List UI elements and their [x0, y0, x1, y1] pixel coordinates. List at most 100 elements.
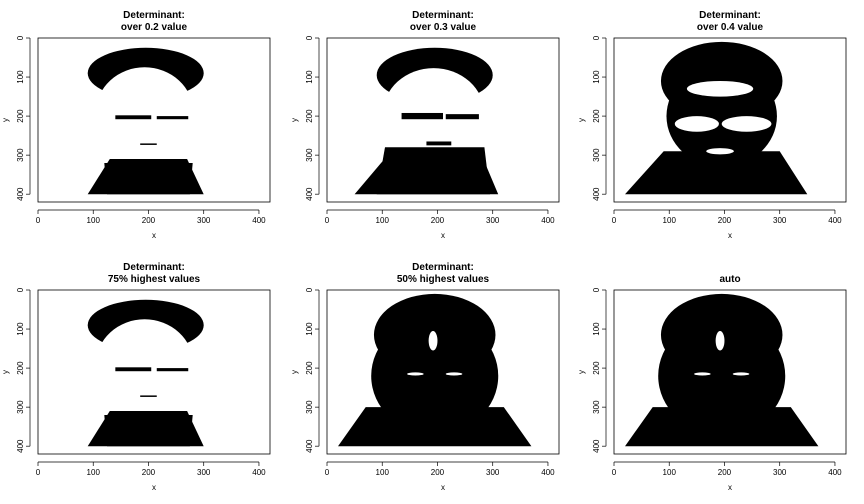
- y-tick-label: 400: [305, 439, 314, 453]
- plot-frame: [613, 289, 847, 455]
- image-light-patch: [715, 331, 725, 351]
- image-face: [354, 47, 499, 195]
- y-tick-label: 0: [305, 287, 314, 292]
- plot-frame: [326, 289, 560, 455]
- x-tick-label: 200: [142, 216, 156, 225]
- y-tick-label: 300: [305, 148, 314, 162]
- y-tick-label: 300: [16, 400, 25, 414]
- x-tick-label: 300: [486, 468, 500, 477]
- y-tick-label: 200: [16, 361, 25, 375]
- image-light-patch: [674, 116, 719, 132]
- y-tick-label: 200: [592, 109, 601, 123]
- y-tick-label: 300: [16, 148, 25, 162]
- panel-title-line: Determinant:: [123, 262, 185, 273]
- image-eyebrow: [156, 368, 189, 372]
- image-light-patch: [694, 372, 711, 376]
- panel-title-line: 50% highest values: [397, 274, 490, 285]
- image-face: [338, 293, 532, 447]
- image-mouth: [140, 143, 157, 145]
- panel-title-line: Determinant:: [412, 262, 474, 273]
- x-tick-label: 400: [252, 468, 266, 477]
- image-light-patch: [721, 116, 772, 132]
- x-axis-label: x: [728, 483, 732, 492]
- x-tick-label: 400: [828, 216, 842, 225]
- x-tick-label: 300: [486, 216, 500, 225]
- y-tick-label: 300: [305, 400, 314, 414]
- y-tick-label: 0: [592, 35, 601, 40]
- x-tick-label: 400: [541, 216, 555, 225]
- y-tick-label: 300: [592, 400, 601, 414]
- panel-title-line: Determinant:: [123, 10, 185, 21]
- x-axis-label: x: [152, 483, 156, 492]
- x-tick-label: 100: [87, 468, 101, 477]
- y-tick-label: 100: [592, 322, 601, 336]
- panel-title-line: Determinant:: [412, 10, 474, 21]
- x-tick-label: 200: [431, 468, 445, 477]
- y-axis-label: y: [577, 370, 586, 374]
- image-face-area: [371, 317, 499, 435]
- panel-title-line: over 0.2 value: [121, 22, 188, 33]
- y-tick-label: 400: [592, 439, 601, 453]
- x-axis-label: x: [441, 483, 445, 492]
- x-tick-label: 200: [431, 216, 445, 225]
- image-eyebrow: [445, 114, 479, 120]
- panel-title-line: Determinant:: [699, 10, 761, 21]
- panel-1: Determinant:over 0.2 value 0 100 200 300 400 x…: [1, 10, 271, 240]
- y-tick-label: 200: [305, 361, 314, 375]
- image-eyebrow: [156, 116, 189, 120]
- x-tick-label: 300: [197, 216, 211, 225]
- y-tick-label: 100: [16, 70, 25, 84]
- x-axis-label: x: [728, 231, 732, 240]
- x-tick-label: 0: [325, 216, 330, 225]
- x-axis-label: x: [441, 231, 445, 240]
- image-face-area: [96, 319, 194, 410]
- y-tick-label: 400: [592, 187, 601, 201]
- image-light-patch: [407, 372, 424, 376]
- image-face: [87, 299, 204, 447]
- image-face: [625, 293, 819, 447]
- panel-2: Determinant:over 0.3 value 0 100 200 300 400 x…: [290, 10, 560, 240]
- y-tick-label: 0: [16, 287, 25, 292]
- image-light-patch: [686, 80, 754, 97]
- image-face-area: [658, 317, 786, 435]
- panel-title-line: over 0.3 value: [410, 22, 477, 33]
- x-tick-label: 0: [36, 216, 41, 225]
- image-chin-shadow: [376, 147, 490, 195]
- x-tick-label: 400: [252, 216, 266, 225]
- y-tick-label: 200: [592, 361, 601, 375]
- x-tick-label: 100: [376, 216, 390, 225]
- image-torso: [625, 151, 808, 195]
- x-tick-label: 100: [663, 468, 677, 477]
- image-eyebrow: [115, 115, 152, 120]
- y-tick-label: 200: [16, 109, 25, 123]
- x-axis-label: x: [152, 231, 156, 240]
- plot-frame: [37, 289, 271, 455]
- y-tick-label: 0: [592, 287, 601, 292]
- y-tick-label: 100: [592, 70, 601, 84]
- x-tick-label: 300: [773, 216, 787, 225]
- image-light-patch: [445, 372, 463, 376]
- image-eyebrow: [115, 367, 152, 372]
- plot-frame: [326, 37, 560, 203]
- x-tick-label: 100: [663, 216, 677, 225]
- y-tick-label: 200: [305, 109, 314, 123]
- x-tick-label: 0: [36, 468, 41, 477]
- panel-title-line: over 0.4 value: [697, 22, 764, 33]
- panel-title-line: auto: [719, 274, 740, 285]
- panel-5: Determinant:50% highest values 0 100 200 300…: [290, 262, 560, 492]
- x-tick-label: 200: [142, 468, 156, 477]
- panel-4: Determinant:75% highest values 0 100 200 300…: [1, 262, 271, 492]
- image-mouth: [426, 141, 452, 146]
- x-tick-label: 0: [325, 468, 330, 477]
- x-tick-label: 0: [612, 468, 617, 477]
- panel-6: auto 0 100 200 300 400 x 0 100 200 300 400 y: [577, 274, 847, 492]
- image-face: [625, 41, 808, 195]
- y-tick-label: 100: [305, 70, 314, 84]
- y-tick-label: 400: [305, 187, 314, 201]
- plot-frame: [613, 37, 847, 203]
- y-tick-label: 400: [16, 439, 25, 453]
- plot-frame: [37, 37, 271, 203]
- y-axis-label: y: [290, 118, 299, 122]
- x-tick-label: 200: [718, 468, 732, 477]
